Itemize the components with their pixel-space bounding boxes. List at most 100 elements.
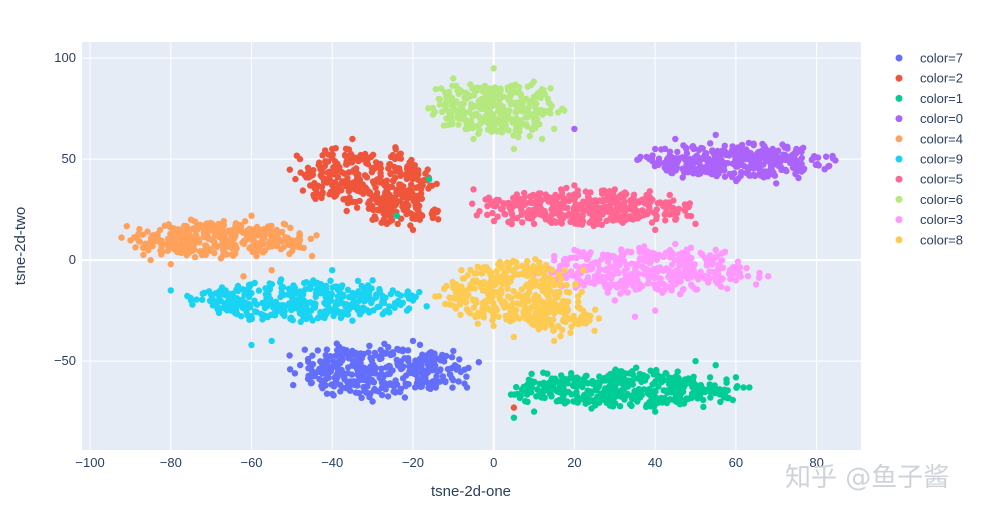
scatter-point (652, 388, 659, 395)
y-tick-label: 0 (69, 252, 76, 267)
scatter-point (157, 247, 164, 254)
scatter-point (551, 337, 558, 345)
scatter-point (349, 295, 356, 302)
scatter-point (649, 381, 656, 388)
scatter-point (792, 169, 799, 176)
legend-item[interactable]: color=6 (895, 192, 964, 207)
legend-item[interactable]: color=4 (895, 131, 964, 146)
scatter-point (510, 82, 517, 89)
scatter-point (645, 387, 652, 395)
scatter-point (640, 243, 648, 250)
scatter-point (193, 296, 200, 303)
scatter-point (596, 381, 603, 388)
x-tick-label: −20 (402, 455, 424, 470)
scatter-point (654, 200, 661, 207)
scatter-point (297, 361, 304, 369)
scatter-point (631, 313, 639, 320)
scatter-point (524, 257, 531, 265)
scatter-point (602, 385, 609, 392)
scatter-point (206, 247, 213, 255)
scatter-point (463, 373, 470, 380)
legend-marker-icon (895, 155, 903, 163)
scatter-point (418, 365, 425, 372)
scatter-point (508, 211, 516, 218)
scatter-point (232, 222, 239, 230)
scatter-point (574, 275, 581, 283)
scatter-point (582, 206, 589, 214)
legend-item[interactable]: color=5 (895, 172, 964, 187)
legend-item[interactable]: color=7 (895, 51, 964, 66)
scatter-point (592, 306, 599, 313)
scatter-point (745, 139, 752, 147)
scatter-point (449, 384, 456, 391)
scatter-point (296, 236, 304, 244)
scatter-point (392, 146, 399, 153)
scatter-point (556, 282, 564, 289)
scatter-point (588, 397, 595, 404)
scatter-point (513, 264, 520, 271)
legend-item[interactable]: color=9 (895, 152, 964, 167)
scatter-point (378, 379, 386, 386)
scatter-point (337, 314, 345, 322)
scatter-point (463, 384, 471, 391)
scatter-point (544, 301, 551, 308)
scatter-points (118, 65, 839, 421)
scatter-point (538, 135, 546, 143)
scatter-point (220, 218, 227, 225)
scatter-point (426, 380, 433, 387)
scatter-point (410, 165, 417, 173)
scatter-point (582, 372, 589, 380)
scatter-point (233, 245, 240, 252)
scatter-point (366, 288, 373, 295)
legend[interactable]: color=7 color=2 color=1 color=0 color=4 color… (895, 51, 964, 248)
scatter-point (784, 143, 791, 150)
scatter-point (349, 347, 356, 355)
scatter-point (393, 381, 401, 388)
legend-label: color=3 (920, 212, 963, 227)
scatter-point (776, 161, 783, 168)
scatter-point (501, 210, 508, 217)
legend-item[interactable]: color=8 (895, 232, 964, 247)
scatter-point (240, 299, 248, 306)
scatter-point (147, 235, 155, 242)
y-tick-label: 50 (62, 151, 76, 166)
scatter-point (311, 193, 318, 201)
scatter-point (430, 212, 437, 219)
scatter-point (712, 131, 719, 139)
scatter-point (572, 206, 580, 213)
legend-item[interactable]: color=3 (895, 212, 964, 227)
scatter-point (492, 288, 500, 296)
scatter-point (480, 278, 487, 286)
scatter-point (391, 174, 399, 182)
scatter-point (591, 327, 598, 334)
scatter-point (672, 240, 679, 248)
scatter-point (554, 109, 562, 116)
scatter-point (551, 252, 558, 260)
scatter-point (295, 299, 302, 306)
scatter-point (479, 98, 487, 106)
legend-item[interactable]: color=2 (895, 71, 964, 86)
scatter-point (711, 382, 718, 389)
scatter-point (334, 160, 341, 167)
scatter-point (405, 305, 413, 312)
scatter-point (399, 203, 406, 210)
scatter-point (627, 275, 634, 282)
scatter-point (261, 304, 269, 312)
scatter-point (668, 261, 676, 268)
scatter-point (419, 374, 426, 382)
scatter-point (444, 366, 452, 373)
legend-item[interactable]: color=0 (895, 111, 964, 126)
scatter-point (679, 174, 686, 181)
scatter-point (675, 205, 683, 213)
scatter-point (376, 163, 383, 170)
scatter-point (446, 294, 453, 301)
legend-item[interactable]: color=1 (895, 91, 964, 106)
scatter-point (622, 392, 629, 400)
scatter-point (638, 255, 645, 262)
scatter-point (268, 222, 275, 229)
y-tick-label: −50 (54, 353, 76, 368)
scatter-point (823, 153, 830, 160)
scatter-point (532, 256, 539, 263)
scatter-point (335, 366, 342, 373)
scatter-point (632, 286, 639, 293)
